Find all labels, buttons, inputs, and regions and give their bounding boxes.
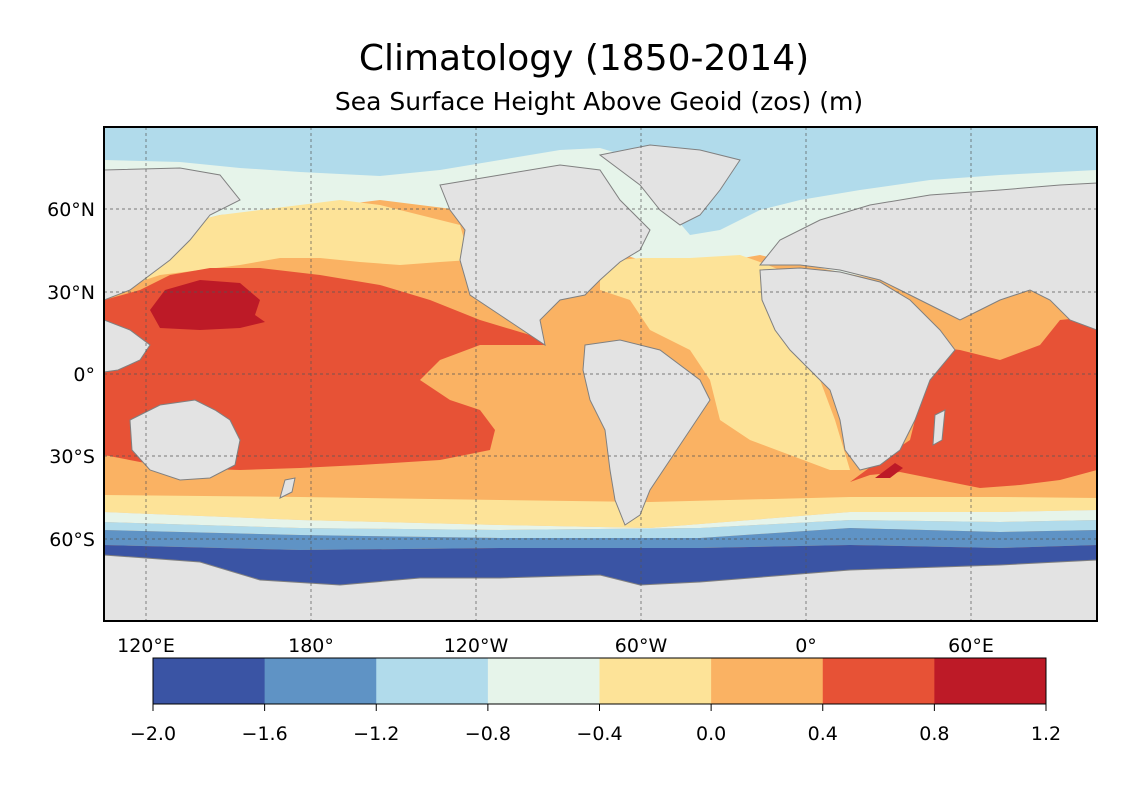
madagascar-land [932,409,946,446]
colorbar-swatch [599,658,712,704]
gridlines [104,127,1097,621]
lon-tick-label: 0° [795,635,817,657]
colorbar-tick-label: −1.2 [353,723,399,745]
lat-tick-label: 60°S [49,529,95,551]
colorbar-swatch [934,658,1047,704]
antarctic-margin-band [104,545,1097,585]
colorbar-swatch [264,658,377,704]
south-america-land [582,339,711,526]
colorbar: −2.0 −1.6 −1.2 −0.8 −0.4 0.0 0.4 0.8 1.2 [130,657,1061,745]
lat-tick-label: 60°N [47,199,95,221]
lon-tick-label: 120°E [117,635,175,657]
north-america-land [439,164,651,347]
colorbar-tick-label: 0.0 [696,723,726,745]
land [104,144,1097,526]
colorbar-swatch [376,658,489,704]
lat-tick-label: 0° [73,364,95,386]
greenland-land [598,144,741,226]
africa-land [759,267,956,471]
colorbar-tick-label: −2.0 [130,723,176,745]
australia-land [129,399,241,481]
colorbar-tick-label: −1.6 [242,723,288,745]
lat-tick-labels: 60°N 30°N 0° 30°S 60°S [47,199,95,551]
pacific-hotspot [150,280,265,330]
lat-tick-label: 30°N [47,282,95,304]
map-frame [103,126,1098,622]
lon-tick-labels: 120°E 180° 120°W 60°W 0° 60°E [117,635,994,657]
colorbar-tick-label: −0.8 [465,723,511,745]
agulhas-hotspot [875,463,903,478]
lon-tick-label: 60°W [615,635,668,657]
lat-tick-label: 30°S [49,446,95,468]
map-panel [103,126,1098,622]
chart-subtitle: Sea Surface Height Above Geoid (zos) (m) [335,87,863,116]
new-zealand-land [279,477,296,499]
indian-warm-band [850,318,1097,488]
colorbar-swatch [711,658,824,704]
lon-tick-label: 120°W [444,635,509,657]
acc-band [104,528,1097,550]
eurasia-land [758,182,1097,331]
southern-yellow-band [104,495,1097,528]
colorbar-tick-label: 0.4 [808,723,838,745]
southern-cyan-band [104,520,1097,538]
colorbar-tick-label: 0.8 [919,723,949,745]
maritime-asia-land [104,319,151,373]
chart-title: Climatology (1850-2014) [359,38,809,79]
colorbar-tick-label: 1.2 [1031,723,1061,745]
southern-pale-band [104,510,1097,530]
antarctica-land [104,554,1097,621]
colorbar-swatch [153,658,266,704]
lon-tick-label: 180° [288,635,334,657]
east-asia-land [104,167,241,301]
lon-tick-label: 60°E [948,635,994,657]
colorbar-swatch [487,658,600,704]
colorbar-swatch [822,658,935,704]
colorbar-tick-label: −0.4 [576,723,622,745]
